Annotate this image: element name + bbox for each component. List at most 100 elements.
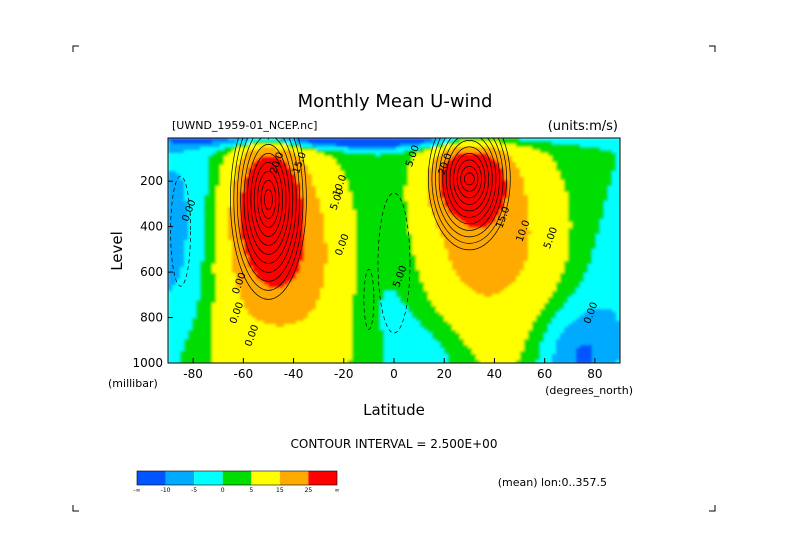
field-cell <box>580 213 585 217</box>
field-cell <box>484 186 489 190</box>
field-cell <box>556 180 561 184</box>
field-cell <box>284 234 289 238</box>
field-cell <box>180 141 185 145</box>
field-cell <box>516 138 521 142</box>
field-cell <box>512 165 517 169</box>
field-cell <box>540 213 545 217</box>
field-cell <box>188 222 193 226</box>
field-cell <box>288 231 293 235</box>
field-cell <box>532 240 537 244</box>
field-cell <box>200 216 205 220</box>
field-cell <box>272 249 277 253</box>
field-cell <box>496 231 501 235</box>
field-cell <box>384 222 389 226</box>
field-cell <box>372 144 377 148</box>
field-cell <box>488 261 493 265</box>
field-cell <box>504 234 509 238</box>
field-cell <box>400 183 405 187</box>
field-cell <box>592 186 597 190</box>
field-cell <box>552 162 557 166</box>
field-cell <box>412 159 417 163</box>
field-cell <box>188 186 193 190</box>
field-cell <box>460 165 465 169</box>
field-cell <box>456 207 461 211</box>
field-cell <box>208 162 213 166</box>
field-cell <box>576 180 581 184</box>
field-cell <box>304 180 309 184</box>
field-cell <box>488 180 493 184</box>
field-cell <box>188 261 193 265</box>
field-cell <box>484 177 489 181</box>
field-cell <box>176 225 181 229</box>
field-cell <box>428 261 433 265</box>
field-cell <box>316 204 321 208</box>
field-cell <box>400 144 405 148</box>
field-cell <box>200 165 205 169</box>
field-cell <box>228 261 233 265</box>
field-cell <box>464 186 469 190</box>
field-cell <box>388 186 393 190</box>
field-cell <box>176 222 181 226</box>
field-cell <box>404 213 409 217</box>
field-cell <box>260 246 265 250</box>
field-cell <box>444 252 449 256</box>
field-cell <box>448 252 453 256</box>
field-cell <box>208 243 213 247</box>
field-cell <box>552 258 557 262</box>
field-cell <box>428 171 433 175</box>
field-cell <box>608 147 613 151</box>
field-cell <box>548 249 553 253</box>
field-cell <box>368 210 373 214</box>
field-cell <box>436 222 441 226</box>
field-cell <box>488 234 493 238</box>
field-cell <box>480 246 485 250</box>
field-cell <box>388 174 393 178</box>
field-cell <box>540 198 545 202</box>
field-cell <box>432 138 437 142</box>
field-cell <box>348 249 353 253</box>
field-cell <box>188 189 193 193</box>
field-cell <box>372 192 377 196</box>
field-cell <box>272 165 277 169</box>
field-cell <box>232 252 237 256</box>
field-cell <box>324 252 329 256</box>
field-cell <box>344 183 349 187</box>
field-cell <box>260 201 265 205</box>
field-cell <box>612 177 617 181</box>
field-cell <box>368 144 373 148</box>
field-cell <box>608 225 613 229</box>
field-cell <box>552 264 557 268</box>
field-cell <box>240 249 245 253</box>
field-cell <box>376 219 381 223</box>
field-cell <box>260 216 265 220</box>
field-cell <box>440 150 445 154</box>
field-cell <box>308 168 313 172</box>
field-cell <box>400 216 405 220</box>
field-cell <box>472 234 477 238</box>
field-cell <box>492 144 497 148</box>
field-cell <box>196 261 201 265</box>
field-cell <box>524 153 529 157</box>
field-cell <box>464 144 469 148</box>
field-cell <box>484 213 489 217</box>
field-cell <box>344 228 349 232</box>
field-cell <box>424 150 429 154</box>
field-cell <box>316 237 321 241</box>
field-cell <box>472 225 477 229</box>
field-cell <box>352 216 357 220</box>
field-cell <box>184 216 189 220</box>
field-cell <box>528 195 533 199</box>
field-cell <box>248 144 253 148</box>
field-cell <box>468 201 473 205</box>
field-cell <box>548 174 553 178</box>
field-cell <box>396 174 401 178</box>
field-cell <box>520 192 525 196</box>
field-cell <box>576 219 581 223</box>
field-cell <box>508 261 513 265</box>
field-cell <box>604 198 609 202</box>
field-cell <box>572 180 577 184</box>
field-cell <box>512 189 517 193</box>
field-cell <box>184 201 189 205</box>
field-cell <box>172 213 177 217</box>
field-cell <box>420 201 425 205</box>
